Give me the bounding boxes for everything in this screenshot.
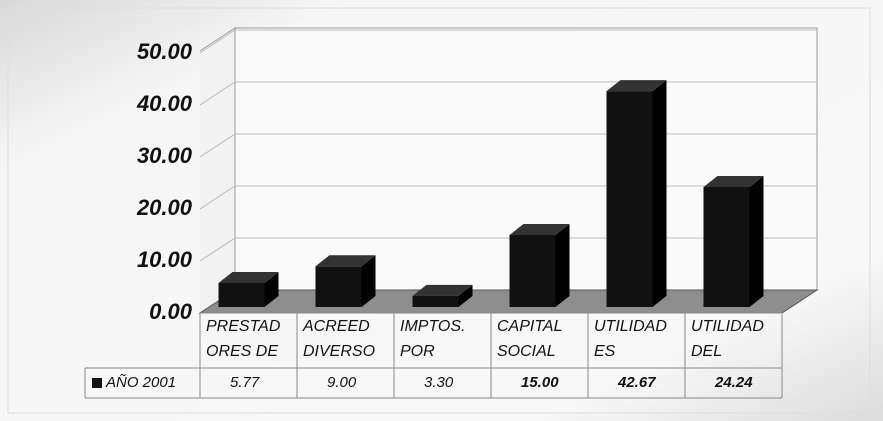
bar-top [703,175,764,187]
bar-top [509,224,570,235]
x-tick-label: PRESTAD [206,318,281,335]
value-label: 9.00 [327,374,357,391]
legend-swatch [92,378,102,388]
x-tick-label: DIVERSO [303,343,375,360]
bar-front [703,186,750,307]
bar-side [361,255,376,307]
y-tick-label: 50.00 [137,39,193,64]
bar-top [218,271,279,283]
y-tick-label: 10.00 [137,247,193,272]
x-tick-label: CAPITAL [497,318,563,335]
bar-top [412,284,473,296]
x-tick-label: SOCIAL [497,343,556,360]
value-label: 15.00 [521,374,559,391]
y-tick-label: 0.00 [149,299,193,324]
bar-side [749,175,764,307]
bar-front [218,282,265,307]
value-label: 5.77 [230,374,260,391]
bar-front [606,91,653,307]
bar-top [315,255,376,267]
value-label: 3.30 [424,374,454,391]
frame [7,7,871,414]
bar-side [555,224,570,307]
value-label: 42.67 [617,374,656,391]
grid-line [199,29,817,54]
y-tick-label: 40.00 [136,91,193,116]
y-tick-label: 30.00 [137,143,193,168]
x-tick-label: DEL [691,343,722,360]
bar-top [606,80,667,92]
y-tick-label: 20.00 [136,195,193,220]
x-tick-label: UTILIDAD [691,318,764,335]
x-tick-label: ACREED [302,318,370,335]
x-tick-label: POR [400,343,435,360]
x-tick-label: IMPTOS. [400,318,466,335]
bar [703,175,764,307]
bar [606,80,667,307]
bar-side [458,284,473,307]
bar-front [412,295,459,307]
bar [412,284,473,307]
x-tick-label: ES [594,343,616,360]
side-wall [199,27,236,314]
bar [218,271,279,307]
bar-front [315,266,362,307]
x-tick-label: ORES DE [206,343,278,360]
bar-side [652,80,667,307]
bar-front [509,235,556,307]
value-label: 24.24 [714,374,753,391]
bar [315,255,376,307]
x-tick-label: UTILIDAD [594,318,667,335]
bar-side [264,271,279,307]
legend-label: AÑO 2001 [105,374,176,391]
bar [509,224,570,307]
